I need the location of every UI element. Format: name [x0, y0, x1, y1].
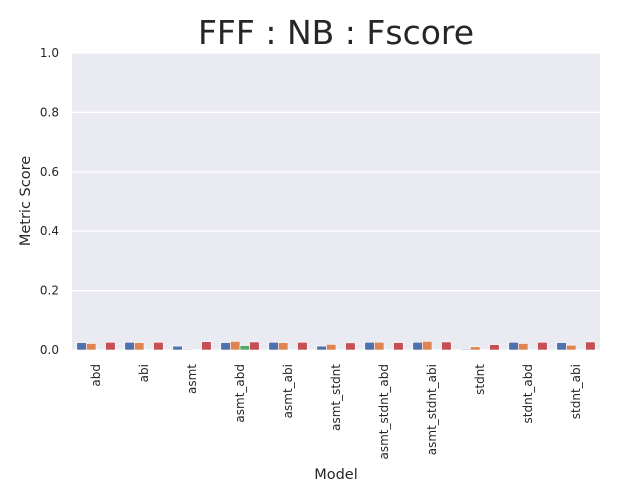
bar — [172, 345, 183, 351]
x-axis-label: Model — [314, 467, 358, 483]
bar — [537, 341, 548, 351]
bar — [489, 344, 500, 351]
x-tick-label: asmt_stdnt_abi — [425, 364, 439, 455]
bar — [268, 341, 279, 351]
bar — [230, 341, 241, 351]
y-axis-label: Metric Score — [18, 156, 34, 246]
x-tick-label: asmt_abd — [233, 364, 247, 423]
x-tick-label: stdnt — [473, 364, 487, 395]
bar — [556, 342, 567, 351]
bar — [345, 342, 356, 351]
bar — [441, 341, 452, 351]
x-tick-label: stdnt_abd — [521, 364, 535, 423]
bar — [124, 341, 135, 351]
bar — [566, 344, 577, 351]
bar — [585, 341, 596, 351]
bar — [239, 345, 250, 351]
bar — [201, 341, 212, 351]
bar — [393, 342, 404, 351]
bars — [76, 341, 596, 351]
y-tick-label: 0.0 — [40, 343, 59, 357]
y-tick-label: 1.0 — [40, 46, 59, 60]
y-tick-label: 0.8 — [40, 105, 59, 119]
bar — [422, 341, 433, 351]
bar — [249, 341, 260, 351]
bar — [412, 341, 423, 351]
bar — [297, 341, 308, 351]
bar — [374, 341, 385, 351]
bar — [518, 343, 529, 351]
bar — [86, 343, 97, 351]
bar — [76, 342, 87, 351]
chart-title: FFF : NB : Fscore — [198, 13, 474, 52]
y-tick-label: 0.2 — [40, 284, 59, 298]
bar — [105, 341, 116, 351]
y-tick-labels: 0.0 0.2 0.4 0.6 0.8 1.0 — [40, 46, 59, 357]
y-tick-label: 0.6 — [40, 165, 59, 179]
x-tick-label: abi — [137, 364, 151, 382]
x-tick-label: abd — [89, 364, 103, 387]
x-tick-label: asmt_stdnt_abd — [377, 364, 391, 459]
plot-area — [72, 53, 600, 350]
bar — [326, 344, 337, 351]
bar — [220, 342, 231, 351]
bar — [364, 341, 375, 351]
x-tick-labels: abd abi asmt asmt_abd asmt_abi asmt_stdnt asmt… — [89, 364, 583, 460]
bar — [508, 341, 519, 351]
x-tick-label: asmt_abi — [281, 364, 295, 418]
x-tick-label: asmt_stdnt — [329, 364, 343, 431]
y-tick-label: 0.4 — [40, 224, 59, 238]
x-tick-label: asmt — [185, 364, 199, 394]
bar — [134, 342, 145, 351]
bar — [153, 341, 164, 351]
bar — [470, 346, 481, 351]
bar — [182, 348, 193, 351]
bar — [460, 348, 471, 351]
bar — [316, 345, 327, 351]
x-tick-label: stdnt_abi — [569, 364, 583, 419]
bar — [278, 342, 289, 351]
